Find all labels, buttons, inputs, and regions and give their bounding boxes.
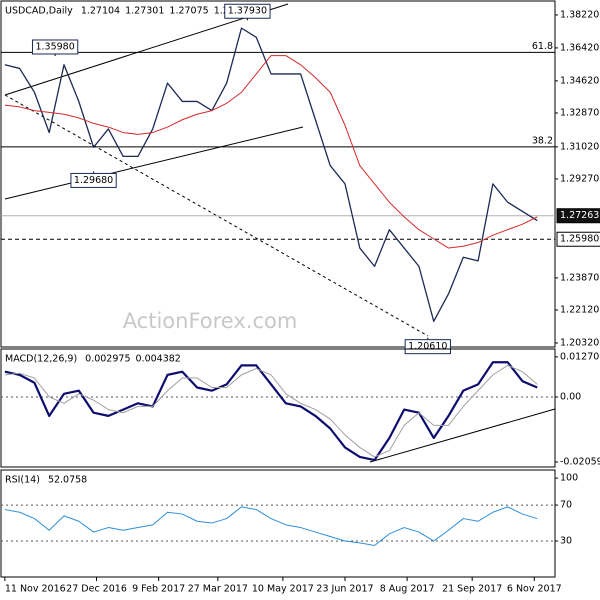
- y-tick-label: 1.20320: [560, 337, 599, 348]
- y-tick-label: 1.32870: [560, 107, 599, 118]
- x-tick-label: 27 Mar 2017: [188, 584, 248, 595]
- price-box-label: 1.25980: [560, 234, 599, 245]
- x-tick-label: 8 Aug 2017: [380, 584, 435, 595]
- y-tick-label: 1.29270: [560, 173, 599, 184]
- annotation-box: [404, 339, 451, 355]
- header-value: 0.002975: [85, 354, 130, 365]
- macd-trendline: [369, 408, 556, 463]
- x-tick-label: 9 Feb 2017: [132, 584, 185, 595]
- channel-top: [4, 3, 289, 96]
- annotation-box: [31, 39, 79, 55]
- annotation-label: 1.20610: [408, 341, 447, 352]
- panel-title: MACD(12,26,9): [5, 354, 77, 365]
- annotation-label: 1.35980: [35, 41, 74, 52]
- price-annotation: 1.37930: [224, 3, 271, 21]
- panel-frame: [0, 469, 556, 578]
- series-line: [4, 27, 538, 322]
- series-line: [4, 364, 538, 458]
- y-tick-label: 1.23870: [560, 272, 599, 283]
- series-line: [4, 55, 538, 249]
- header-value: 52.0758: [48, 475, 87, 486]
- header-value: 0.004382: [136, 354, 181, 365]
- header-value: 1.27301: [125, 6, 164, 17]
- price-box-label: 1.27263: [560, 210, 599, 221]
- price-annotation: 1.29680: [70, 171, 117, 188]
- y-tick-label: 1.31020: [560, 141, 599, 152]
- y-tick-label: 0.00: [560, 391, 581, 402]
- watermark: ActionForex.com: [123, 309, 298, 333]
- price-box: [556, 231, 600, 247]
- y-tick-label: 1.38220: [560, 9, 599, 20]
- x-tick-label: 27 Dec 2016: [66, 584, 127, 595]
- annotation-label: 1.29680: [74, 175, 113, 186]
- x-tick-label: 21 Sep 2017: [442, 584, 502, 595]
- panel-title: USDCAD,Daily: [5, 6, 73, 17]
- price-annotation: 1.20610: [404, 337, 451, 355]
- panel-frame: [0, 0, 556, 348]
- price-box: [556, 208, 600, 224]
- y-tick-label: 1.34620: [560, 75, 599, 86]
- y-tick-label: 1.36420: [560, 42, 599, 53]
- channel-bottom: [4, 126, 304, 200]
- fib-label: 38.2: [532, 135, 553, 146]
- annotation-box: [224, 3, 271, 19]
- panel-title: RSI(14): [5, 475, 40, 486]
- fib-label: 61.8: [532, 41, 553, 52]
- price-annotation: 1.35980: [31, 39, 79, 56]
- y-tick-label: 100: [560, 473, 578, 484]
- series-line: [4, 361, 538, 462]
- x-tick-label: 23 Jun 2017: [316, 584, 373, 595]
- x-tick-label: 6 Nov 2017: [507, 584, 562, 595]
- header-value: 1.27075: [169, 6, 208, 17]
- y-tick-label: 30: [560, 536, 572, 547]
- y-tick-label: 1.22120: [560, 304, 599, 315]
- x-tick-label: 10 May 2017: [252, 584, 314, 595]
- y-tick-label: -0.020599: [560, 456, 600, 467]
- trendlines: [4, 3, 556, 463]
- annotation-label: 1.37930: [228, 6, 267, 17]
- header-value: 1.27104: [81, 6, 120, 17]
- annotation-box: [70, 172, 117, 188]
- x-tick-label: 11 Nov 2016: [5, 584, 66, 595]
- series-line: [4, 506, 538, 547]
- panel-frame: [0, 348, 556, 468]
- y-tick-label: 70: [560, 500, 572, 511]
